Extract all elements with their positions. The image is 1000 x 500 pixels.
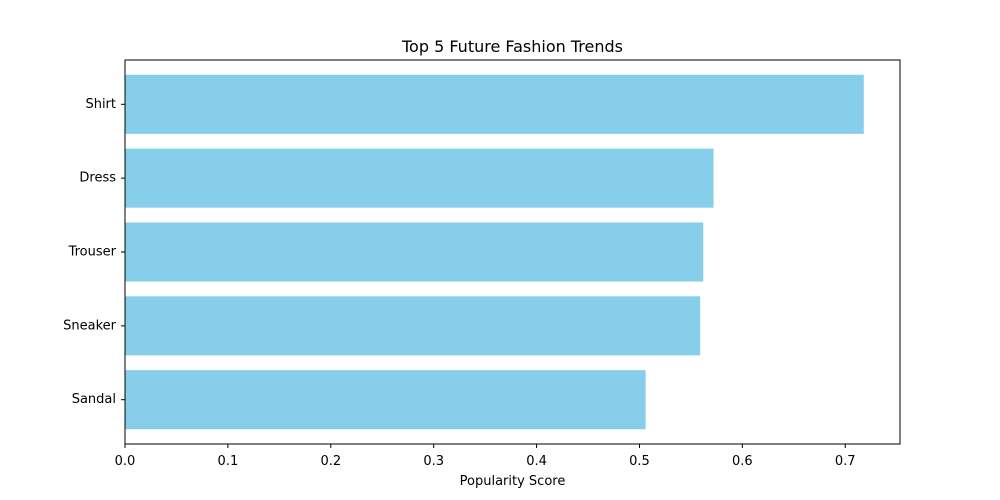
plot-frame [124,59,901,445]
bars-group [125,74,864,430]
x-axis-ticks: 0.0 0.1 0.2 0.3 0.4 0.5 0.6 0.7 [115,444,856,469]
x-tick-label: 0.1 [218,454,239,469]
y-axis-ticks: Shirt Dress Trouser Sneaker Sandal [63,97,125,407]
bar-trouser [125,222,704,282]
x-tick-label: 0.7 [835,454,856,469]
bar-sandal [125,370,646,430]
x-tick-label: 0.0 [115,454,136,469]
y-tick-label: Sandal [72,392,116,407]
y-tick-label: Sneaker [63,318,117,333]
x-axis-label: Popularity Score [460,474,566,489]
x-tick-label: 0.2 [320,454,341,469]
x-tick-label: 0.3 [423,454,444,469]
y-tick-label: Shirt [85,97,116,112]
bar-sneaker [125,296,701,356]
bar-dress [125,148,714,208]
x-tick-label: 0.6 [732,454,753,469]
chart-title: Top 5 Future Fashion Trends [401,37,623,56]
y-tick-label: Trouser [68,245,117,260]
x-tick-label: 0.4 [526,454,547,469]
x-tick-label: 0.5 [629,454,650,469]
bar-shirt [125,74,864,134]
y-tick-label: Dress [79,171,116,186]
